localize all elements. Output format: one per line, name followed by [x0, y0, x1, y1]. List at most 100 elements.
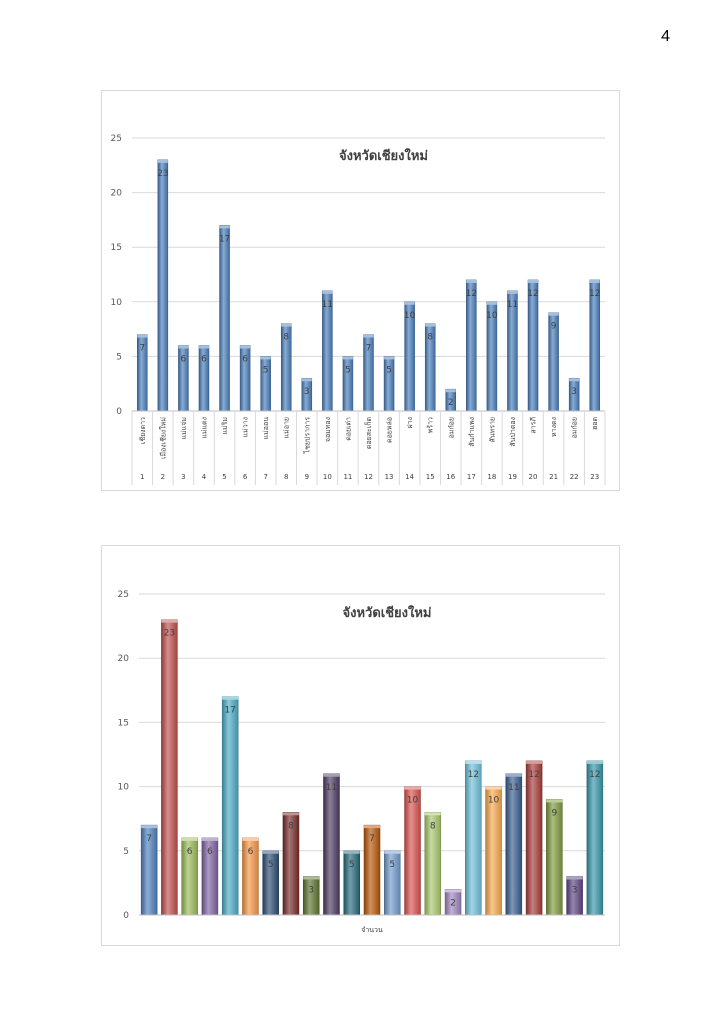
data-label: 7 — [366, 344, 372, 354]
data-label: 12 — [527, 289, 538, 299]
bar-top-highlight — [178, 345, 189, 349]
x-index-label: 20 — [529, 473, 538, 481]
x-index-label: 5 — [222, 473, 226, 481]
x-category-label: เชียงดาว — [139, 417, 147, 444]
y-tick-label: 0 — [123, 911, 129, 921]
bar — [302, 876, 320, 916]
x-index-label: 14 — [405, 473, 414, 481]
y-tick-label: 10 — [118, 783, 130, 793]
y-tick-label: 10 — [111, 298, 123, 308]
x-category-label: ดอยหล่อ — [386, 417, 394, 443]
bar-top-highlight — [404, 786, 421, 790]
bar-top-highlight — [219, 225, 230, 229]
data-label: 11 — [508, 783, 519, 793]
data-label: 3 — [308, 885, 314, 895]
data-label: 23 — [157, 169, 168, 179]
x-category-label: อมก๋อย — [571, 417, 579, 438]
chart-title: จังหวัดเชียงใหม่ — [339, 147, 428, 164]
data-label: 5 — [263, 365, 269, 375]
bar-top-highlight — [342, 356, 353, 360]
x-index-label: 9 — [305, 473, 309, 481]
bar-top-highlight — [364, 825, 380, 829]
bar-top-highlight — [240, 345, 251, 349]
bar — [485, 786, 502, 916]
x-category-label: เมืองเชียงใหม่ — [158, 417, 167, 459]
data-label: 8 — [427, 333, 433, 343]
data-label: 5 — [345, 365, 351, 375]
x-index-label: 8 — [284, 473, 288, 481]
bar-top-highlight — [343, 850, 360, 854]
data-label: 6 — [207, 847, 213, 857]
bar-top-highlight — [485, 786, 502, 790]
data-label: 7 — [146, 834, 152, 844]
x-category-label: แม่อาย — [283, 417, 291, 438]
bar-top-highlight — [141, 825, 158, 829]
bar — [221, 696, 239, 916]
chart-2-frame: 0 5 10 15 20 25 จังหวัดเชียงใหม่ 7 23 6 6 17 6 5 8 3 11 5… — [101, 545, 620, 946]
x-index-label: 1 — [140, 473, 144, 481]
x-index-label: 2 — [161, 473, 165, 481]
data-label: 10 — [407, 796, 419, 806]
x-index-label: 3 — [181, 473, 185, 481]
y-tick-label: 15 — [111, 243, 122, 253]
data-label: 17 — [219, 234, 230, 244]
bar — [161, 619, 178, 916]
x-category-label: แม่ออน — [262, 417, 270, 440]
data-label: 12 — [589, 289, 600, 299]
data-label: 9 — [551, 322, 557, 332]
bar — [466, 279, 477, 412]
data-label: 11 — [326, 783, 337, 793]
data-label: 11 — [322, 300, 333, 310]
bar — [527, 279, 539, 412]
x-category-label: สันป่าตอง — [509, 417, 517, 447]
data-label: 9 — [551, 808, 557, 818]
bar — [465, 760, 482, 916]
x-category-label: หางดง — [550, 417, 558, 437]
data-label: 2 — [448, 398, 454, 408]
bar — [566, 876, 583, 916]
bar — [157, 159, 169, 412]
bar-top-highlight — [507, 290, 518, 294]
data-label: 6 — [248, 847, 254, 857]
bar — [323, 773, 340, 916]
bar-top-highlight — [157, 159, 168, 163]
page-number: 4 — [661, 28, 670, 45]
data-label: 3 — [304, 387, 310, 397]
data-label: 23 — [164, 629, 175, 639]
data-label: 5 — [268, 860, 274, 870]
data-label: 5 — [349, 860, 355, 870]
x-category-label: จอมทอง — [324, 417, 332, 442]
x-index-label: 11 — [343, 473, 352, 481]
x-index-label: 17 — [467, 473, 476, 481]
x-index-label: 12 — [364, 473, 373, 481]
bar-top-highlight — [260, 356, 271, 360]
data-label: 3 — [571, 387, 577, 397]
y-tick-label: 20 — [118, 654, 130, 664]
bar-top-highlight — [445, 389, 456, 393]
data-label: 6 — [187, 847, 193, 857]
bar — [404, 786, 421, 916]
x-index-label: 15 — [426, 473, 435, 481]
bar — [219, 225, 230, 412]
data-label: 6 — [242, 354, 248, 364]
data-label: 6 — [201, 354, 207, 364]
x-category-label: สันกำแพง — [468, 417, 476, 447]
x-index-label: 21 — [549, 473, 558, 481]
bar-top-highlight — [161, 619, 178, 623]
y-tick-label: 20 — [111, 189, 123, 199]
x-axis-label: จำนวน — [361, 926, 383, 934]
bar-top-highlight — [137, 334, 148, 338]
bar-top-highlight — [465, 760, 482, 764]
x-category-label: อมก๋อย — [447, 417, 455, 438]
x-category-label: สารภี — [530, 417, 538, 434]
bar-top-highlight — [281, 323, 292, 327]
data-label: 17 — [224, 706, 235, 716]
x-category-label: สันทราย — [488, 417, 496, 442]
bar-top-highlight — [486, 301, 497, 305]
bar — [505, 773, 523, 916]
bar-top-highlight — [198, 345, 209, 349]
bar-top-highlight — [424, 812, 441, 816]
x-category-label: แม่แตง — [200, 417, 208, 439]
data-label: 8 — [430, 821, 436, 831]
